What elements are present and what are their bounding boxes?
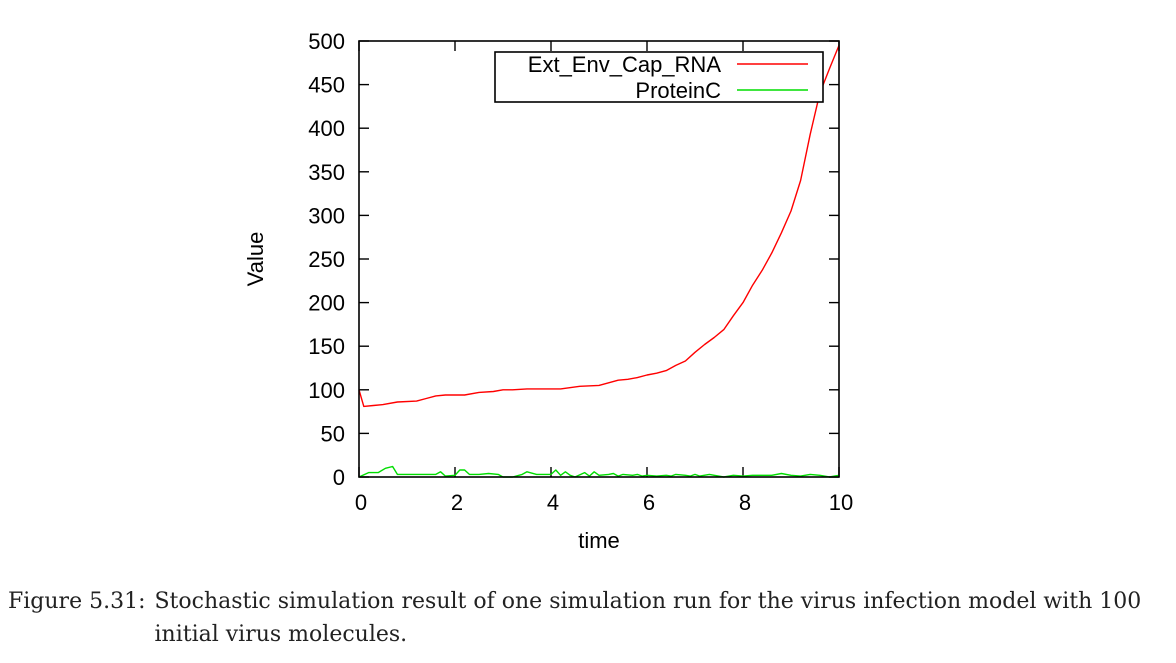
line-chart: 0 50 100 150 200 250 300 350 400 450 500 0 2 4 6 8 10 ti… (243, 29, 853, 553)
series-line-proteinc (358, 465, 840, 478)
x-tick-label: 2 (451, 490, 463, 515)
legend-box (494, 51, 824, 103)
y-tick-label: 350 (308, 160, 345, 185)
tick-labels: 0 50 100 150 200 250 300 350 400 450 500 0 2 4 6 8 10 (308, 29, 853, 515)
x-tick-label: 6 (643, 490, 655, 515)
caption-label: Figure 5.31: (8, 589, 146, 614)
y-tick-label: 500 (308, 29, 345, 54)
series-line-ext-env-cap-rna (358, 45, 840, 408)
figure-caption: Figure 5.31: Stochastic simulation resul… (8, 585, 1158, 651)
x-tick-label: 8 (739, 490, 751, 515)
axis-ticks (358, 40, 840, 478)
legend-label-ext-env-cap-rna: Ext_Env_Cap_RNA (528, 52, 722, 77)
y-tick-label: 150 (308, 334, 345, 359)
plot-frame (358, 40, 840, 478)
y-tick-label: 0 (333, 465, 345, 490)
x-tick-label: 4 (547, 490, 559, 515)
legend: Ext_Env_Cap_RNA ProteinC (494, 51, 824, 103)
x-axis-label: time (578, 528, 620, 553)
y-tick-label: 50 (321, 421, 345, 446)
caption-text: Stochastic simulation result of one simu… (154, 589, 1142, 647)
y-tick-label: 200 (308, 291, 345, 316)
y-tick-label: 450 (308, 73, 345, 98)
y-tick-label: 100 (308, 378, 345, 403)
series-lines (358, 45, 840, 478)
x-tick-label: 10 (829, 490, 853, 515)
y-tick-label: 250 (308, 247, 345, 272)
legend-label-proteinc: ProteinC (635, 78, 721, 103)
y-tick-label: 400 (308, 116, 345, 141)
y-tick-label: 300 (308, 203, 345, 228)
x-tick-label: 0 (355, 490, 367, 515)
y-axis-label: Value (243, 232, 268, 287)
